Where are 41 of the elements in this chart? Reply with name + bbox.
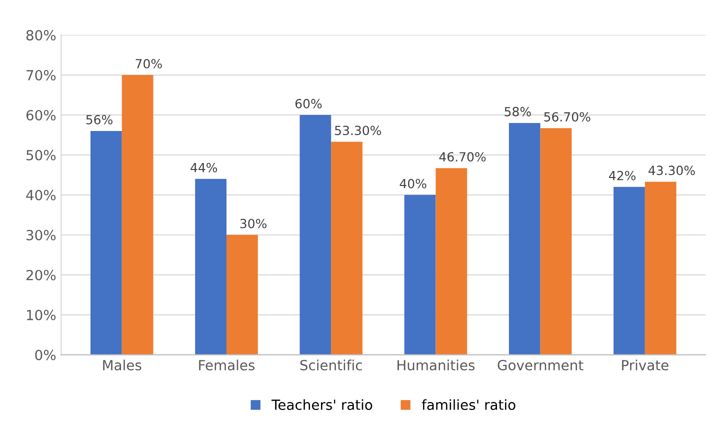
- bar: [90, 130, 122, 355]
- x-tick-label: Males: [103, 360, 142, 370]
- x-tick-label: Humanities: [398, 360, 475, 370]
- x-tick-label: Females: [199, 360, 255, 370]
- data-label: 42%: [609, 170, 636, 180]
- bar: [540, 128, 572, 355]
- y-tick-label: 40%: [26, 190, 56, 200]
- data-label: 53.30%: [335, 126, 382, 136]
- data-label: 40%: [400, 178, 426, 188]
- data-label: 70%: [136, 58, 162, 68]
- y-tick-label: 0%: [35, 350, 56, 360]
- bar: [436, 168, 468, 355]
- data-label: 43.30%: [648, 166, 695, 176]
- y-tick-label: 10%: [26, 310, 56, 320]
- data-label: 58%: [504, 106, 531, 116]
- bar: [226, 234, 258, 355]
- data-label: 56%: [86, 114, 112, 124]
- bar: [195, 178, 226, 355]
- y-tick-label: 30%: [26, 230, 56, 240]
- data-label: 46.70%: [439, 152, 486, 162]
- x-tick-label: Private: [622, 360, 668, 370]
- data-label: 56.70%: [544, 112, 590, 122]
- y-tick-label: 20%: [26, 270, 56, 280]
- bar: [122, 75, 154, 355]
- x-tick-label: Government: [498, 360, 584, 370]
- y-tick-label: 70%: [26, 70, 56, 80]
- data-label: 44%: [190, 162, 218, 172]
- data-label: 30%: [240, 218, 266, 228]
- legend-label: Teachers' ratio: [272, 399, 372, 410]
- bar: [331, 142, 362, 355]
- bar: [404, 194, 436, 355]
- bar: [644, 182, 676, 355]
- legend-label: families' ratio: [422, 399, 516, 410]
- bar: [508, 122, 540, 355]
- bar: [614, 186, 645, 355]
- x-tick-label: Scientific: [300, 360, 362, 370]
- bar: [300, 114, 332, 355]
- y-tick-label: 80%: [26, 30, 56, 41]
- y-tick-label: 60%: [26, 110, 56, 120]
- data-label: 60%: [295, 98, 322, 108]
- y-tick-label: 50%: [26, 150, 56, 160]
